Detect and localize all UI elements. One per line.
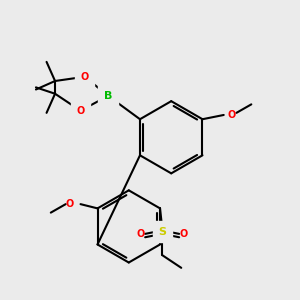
Text: O: O: [179, 229, 188, 239]
Text: O: O: [76, 106, 85, 116]
Text: O: O: [66, 199, 74, 209]
Text: O: O: [81, 72, 89, 82]
Text: B: B: [104, 91, 112, 101]
Text: S: S: [158, 227, 166, 237]
Text: O: O: [137, 229, 145, 239]
Text: O: O: [228, 110, 236, 120]
